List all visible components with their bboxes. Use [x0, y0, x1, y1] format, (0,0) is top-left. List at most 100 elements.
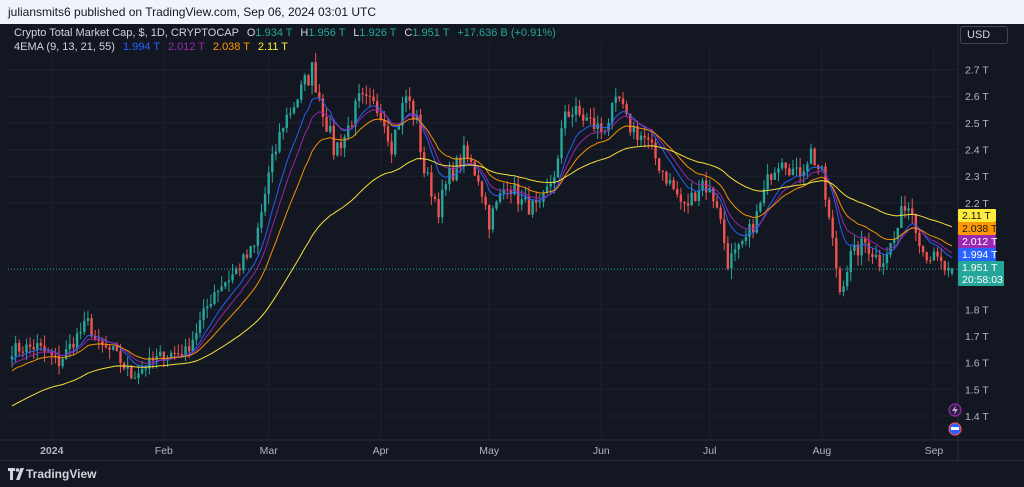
ema21-line — [11, 118, 953, 372]
candle-body — [755, 211, 758, 233]
candle-body — [726, 243, 730, 269]
candle-body — [281, 128, 285, 132]
candle-body — [582, 114, 585, 121]
candle-body — [368, 95, 372, 97]
candle-body — [477, 175, 480, 182]
candle-body — [328, 125, 332, 132]
candle-body — [527, 197, 531, 215]
candle-body — [943, 261, 946, 271]
candle-body — [394, 129, 397, 155]
candle-body — [723, 219, 726, 244]
candle-body — [10, 356, 14, 359]
candle-body — [162, 351, 166, 361]
candle-body — [708, 187, 711, 193]
candle-body — [115, 346, 119, 352]
candle-body — [741, 240, 744, 245]
candle-body — [234, 268, 238, 275]
x-tick-label: May — [479, 445, 500, 457]
candle-body — [538, 201, 542, 203]
candle-body — [202, 308, 205, 321]
candle-body — [72, 343, 75, 348]
candle-body — [798, 167, 802, 177]
candle-body — [422, 152, 426, 174]
candle-body — [361, 93, 364, 95]
tradingview-logo-icon — [8, 468, 24, 480]
candle-body — [788, 168, 791, 176]
candle-body — [224, 282, 227, 287]
candle-body — [133, 377, 137, 379]
ema9-price-tag — [958, 248, 996, 261]
candle-body — [929, 260, 932, 262]
candle-body — [101, 340, 104, 346]
candle-body — [155, 355, 158, 361]
candle-body — [213, 292, 216, 304]
candle-body — [25, 344, 28, 353]
candle-body — [300, 84, 303, 100]
side-icons[interactable] — [948, 403, 962, 436]
tradingview-brand: TradingView — [26, 467, 97, 481]
candle-body — [614, 96, 617, 103]
candle-body — [697, 190, 701, 202]
candle-body — [263, 193, 267, 212]
candle-body — [50, 352, 53, 356]
time-axis[interactable]: 2024 Feb Mar Apr May Jun Jul Aug Sep — [0, 439, 1024, 457]
ema9-price-text: 1.994 T — [962, 249, 998, 261]
candle-body — [730, 253, 733, 269]
candle-body — [462, 145, 466, 167]
candle-body — [690, 192, 693, 206]
candle-body — [574, 105, 578, 115]
x-tick-label: Sep — [925, 445, 944, 457]
candle-body — [495, 201, 498, 209]
ema55-line — [11, 145, 953, 407]
candle-body — [733, 249, 737, 254]
candle-body — [907, 208, 910, 211]
ema55-value: 2.11 T — [257, 41, 289, 53]
candle-body — [600, 123, 603, 133]
ema9-value: 1.994 T — [122, 41, 160, 53]
candle-body — [332, 125, 335, 156]
x-tick-label: Mar — [260, 445, 279, 457]
candle-body — [390, 141, 393, 155]
candle-body — [647, 137, 650, 140]
candlestick-chart[interactable]: 1.4 T 1.5 T 1.6 T 1.7 T 1.8 T 2.2 T 2.3 T 2.4 T… — [0, 24, 1024, 460]
candle-series — [10, 52, 954, 385]
candle-body — [140, 368, 144, 374]
candle-body — [54, 355, 57, 357]
candle-body — [14, 343, 17, 357]
chart-panel[interactable]: 1.4 T 1.5 T 1.6 T 1.7 T 1.8 T 2.2 T 2.3 T 2.4 T… — [0, 24, 1024, 460]
candle-body — [292, 107, 296, 114]
y-tick-label: 2.7 T — [965, 65, 989, 77]
candle-body — [459, 157, 462, 167]
y-tick-label: 2.6 T — [965, 91, 989, 103]
flag-stripe-icon — [951, 427, 959, 430]
y-tick-label: 1.6 T — [965, 358, 989, 370]
candle-body — [939, 256, 943, 262]
candle-body — [791, 168, 795, 176]
candle-body — [404, 96, 408, 103]
indicator-name: 4EMA (9, 13, 21, 55) — [14, 41, 115, 53]
candle-body — [549, 183, 552, 187]
currency-button[interactable]: USD — [960, 26, 1008, 44]
y-tick-label: 1.5 T — [965, 384, 989, 396]
candle-body — [480, 181, 484, 197]
candle-body — [643, 135, 646, 138]
candle-body — [491, 208, 495, 230]
candle-body — [737, 244, 740, 250]
candle-body — [802, 171, 805, 177]
candle-body — [90, 318, 93, 337]
candle-body — [455, 157, 458, 181]
candle-body — [867, 242, 871, 254]
candle-body — [632, 126, 636, 133]
candle-body — [173, 352, 176, 354]
price-axis[interactable]: 1.4 T 1.5 T 1.6 T 1.7 T 1.8 T 2.2 T 2.3 T 2.4 T… — [957, 24, 989, 460]
candle-body — [636, 126, 639, 141]
candle-body — [806, 164, 809, 172]
candle-body — [676, 189, 679, 195]
price-labels: 2.11 T2.038 T2.012 T1.994 T1.951 T20:58:… — [958, 209, 1004, 286]
candle-body — [531, 200, 534, 215]
x-tick-label: Apr — [373, 445, 390, 457]
candle-body — [289, 113, 292, 115]
candle-body — [672, 180, 675, 190]
candle-body — [303, 75, 307, 85]
candle-body — [509, 190, 513, 195]
